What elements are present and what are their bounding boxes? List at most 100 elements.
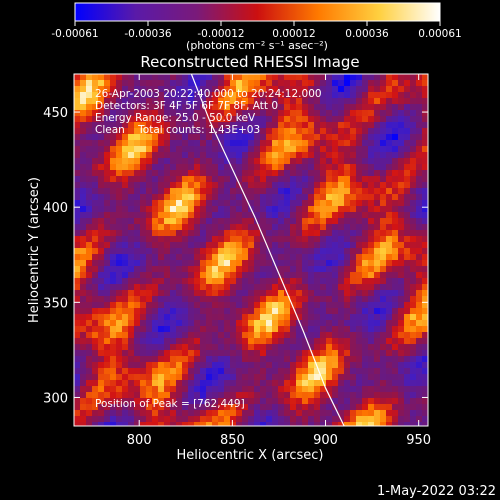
heatmap-cell — [134, 128, 141, 135]
heatmap-cell — [242, 386, 249, 393]
heatmap-cell — [308, 224, 315, 231]
heatmap-cell — [344, 326, 351, 333]
heatmap-cell — [134, 398, 141, 405]
heatmap-cell — [80, 338, 87, 345]
heatmap-cell — [98, 188, 105, 195]
heatmap-cell — [200, 332, 207, 339]
heatmap-cell — [350, 176, 357, 183]
heatmap-cell — [386, 200, 393, 207]
heatmap-cell — [374, 242, 381, 249]
heatmap-cell — [308, 350, 315, 357]
heatmap-cell — [302, 242, 309, 249]
heatmap-cell — [104, 170, 111, 177]
heatmap-cell — [410, 284, 417, 291]
heatmap-cell — [386, 266, 393, 273]
heatmap-cell — [74, 128, 81, 135]
heatmap-cell — [116, 398, 123, 405]
heatmap-cell — [254, 374, 261, 381]
heatmap-cell — [140, 170, 147, 177]
heatmap-cell — [356, 272, 363, 279]
heatmap-cell — [140, 260, 147, 267]
heatmap-cell — [140, 86, 147, 93]
heatmap-cell — [146, 290, 153, 297]
heatmap-cell — [98, 290, 105, 297]
heatmap-cell — [344, 200, 351, 207]
heatmap-cell — [92, 158, 99, 165]
heatmap-cell — [344, 254, 351, 261]
heatmap-cell — [194, 320, 201, 327]
heatmap-cell — [230, 242, 237, 249]
heatmap-cell — [344, 188, 351, 195]
heatmap-cell — [242, 356, 249, 363]
heatmap-cell — [164, 284, 171, 291]
heatmap-cell — [338, 182, 345, 189]
heatmap-cell — [260, 224, 267, 231]
heatmap-cell — [128, 116, 135, 123]
heatmap-cell — [230, 374, 237, 381]
heatmap-cell — [326, 200, 333, 207]
heatmap-cell — [146, 308, 153, 315]
heatmap-cell — [362, 128, 369, 135]
heatmap-cell — [242, 362, 249, 369]
heatmap-cell — [170, 230, 177, 237]
heatmap-cell — [380, 362, 387, 369]
heatmap-cell — [284, 188, 291, 195]
heatmap-cell — [260, 386, 267, 393]
heatmap-cell — [110, 80, 117, 87]
heatmap-cell — [296, 422, 303, 426]
heatmap-cell — [338, 122, 345, 129]
heatmap-cell — [242, 320, 249, 327]
heatmap-cell — [254, 74, 261, 81]
heatmap-cell — [260, 296, 267, 303]
heatmap-cell — [326, 176, 333, 183]
heatmap-cell — [386, 170, 393, 177]
heatmap-cell — [350, 350, 357, 357]
heatmap-cell — [404, 110, 411, 117]
heatmap-cell — [386, 296, 393, 303]
heatmap-cell — [98, 398, 105, 405]
heatmap-cell — [158, 128, 165, 135]
heatmap-cell — [302, 188, 309, 195]
heatmap-cell — [152, 176, 159, 183]
heatmap-cell — [200, 86, 207, 93]
heatmap-cell — [296, 98, 303, 105]
heatmap-cell — [218, 272, 225, 279]
heatmap-cell — [176, 230, 183, 237]
heatmap-cell — [194, 398, 201, 405]
colorbar-tick-label: -0.00012 — [197, 28, 244, 40]
heatmap-cell — [122, 356, 129, 363]
heatmap-cell — [158, 242, 165, 249]
heatmap-cell — [344, 404, 351, 411]
heatmap-cell — [272, 146, 279, 153]
heatmap-cell — [326, 266, 333, 273]
heatmap-cell — [170, 296, 177, 303]
heatmap-cell — [398, 392, 405, 399]
heatmap-cell — [230, 302, 237, 309]
heatmap-cell — [356, 242, 363, 249]
heatmap-cell — [278, 284, 285, 291]
heatmap-cell — [278, 392, 285, 399]
heatmap-cell — [320, 296, 327, 303]
heatmap-cell — [134, 302, 141, 309]
heatmap-cell — [368, 110, 375, 117]
heatmap-cell — [260, 200, 267, 207]
heatmap-cell — [368, 272, 375, 279]
heatmap-cell — [302, 296, 309, 303]
heatmap-cell — [80, 104, 87, 111]
heatmap-cell — [212, 314, 219, 321]
heatmap-cell — [74, 266, 81, 273]
heatmap-cell — [296, 140, 303, 147]
heatmap-cell — [290, 164, 297, 171]
heatmap-cell — [128, 248, 135, 255]
heatmap-cell — [350, 110, 357, 117]
heatmap-cell — [308, 164, 315, 171]
heatmap-cell — [356, 314, 363, 321]
heatmap-cell — [272, 392, 279, 399]
heatmap-cell — [80, 188, 87, 195]
heatmap-cell — [350, 386, 357, 393]
heatmap-cell — [188, 212, 195, 219]
heatmap-cell — [290, 182, 297, 189]
heatmap-cell — [92, 164, 99, 171]
heatmap-cell — [176, 404, 183, 411]
heatmap-cell — [164, 86, 171, 93]
